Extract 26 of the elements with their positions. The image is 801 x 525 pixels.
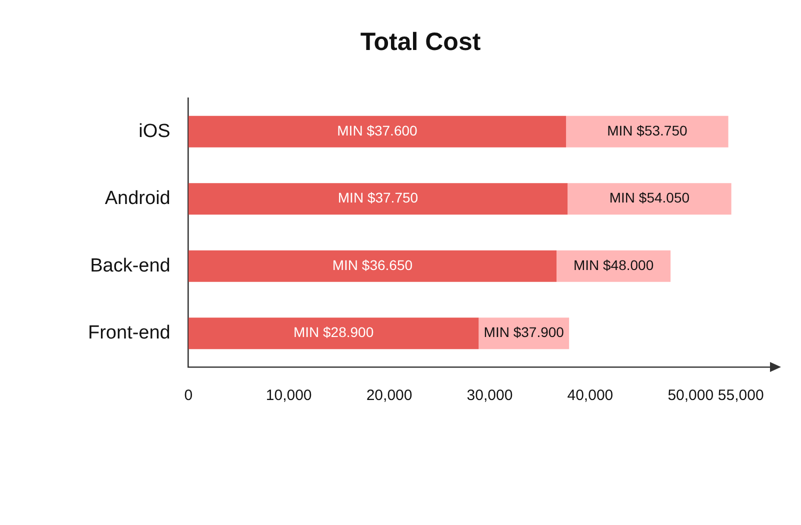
x-tick-label: 55,000 (718, 387, 764, 404)
bar (188, 116, 566, 148)
bar (568, 183, 732, 215)
total-label: MIN $53.750 (607, 122, 688, 138)
x-tick-label: 50,000 (668, 387, 714, 404)
total-label: MIN $54.050 (609, 190, 690, 206)
data-label: MIN $37.600 (337, 122, 418, 138)
bar (188, 183, 568, 215)
x-tick-label: 0 (184, 387, 193, 404)
y-tick-label: iOS (138, 120, 170, 142)
x-tick-label: 30,000 (466, 387, 513, 404)
data-label: MIN $37.750 (338, 190, 418, 206)
data-label: MIN $28.900 (293, 324, 374, 340)
bar (188, 250, 557, 282)
x-tick-label: 40,000 (567, 387, 614, 404)
x-tick-label: 20,000 (366, 387, 412, 404)
chart-title: Total Cost (360, 28, 482, 56)
bar (188, 318, 479, 350)
total-label: MIN $48.000 (573, 256, 654, 273)
y-tick-label: Android (104, 188, 170, 210)
x-tick-label: 10,000 (266, 387, 312, 404)
total-label: MIN $37.900 (484, 324, 564, 340)
y-tick-label: Front-end (88, 322, 170, 344)
bar (566, 116, 728, 148)
data-label: MIN $36.650 (332, 256, 413, 273)
y-tick-label: Back-end (90, 255, 170, 276)
